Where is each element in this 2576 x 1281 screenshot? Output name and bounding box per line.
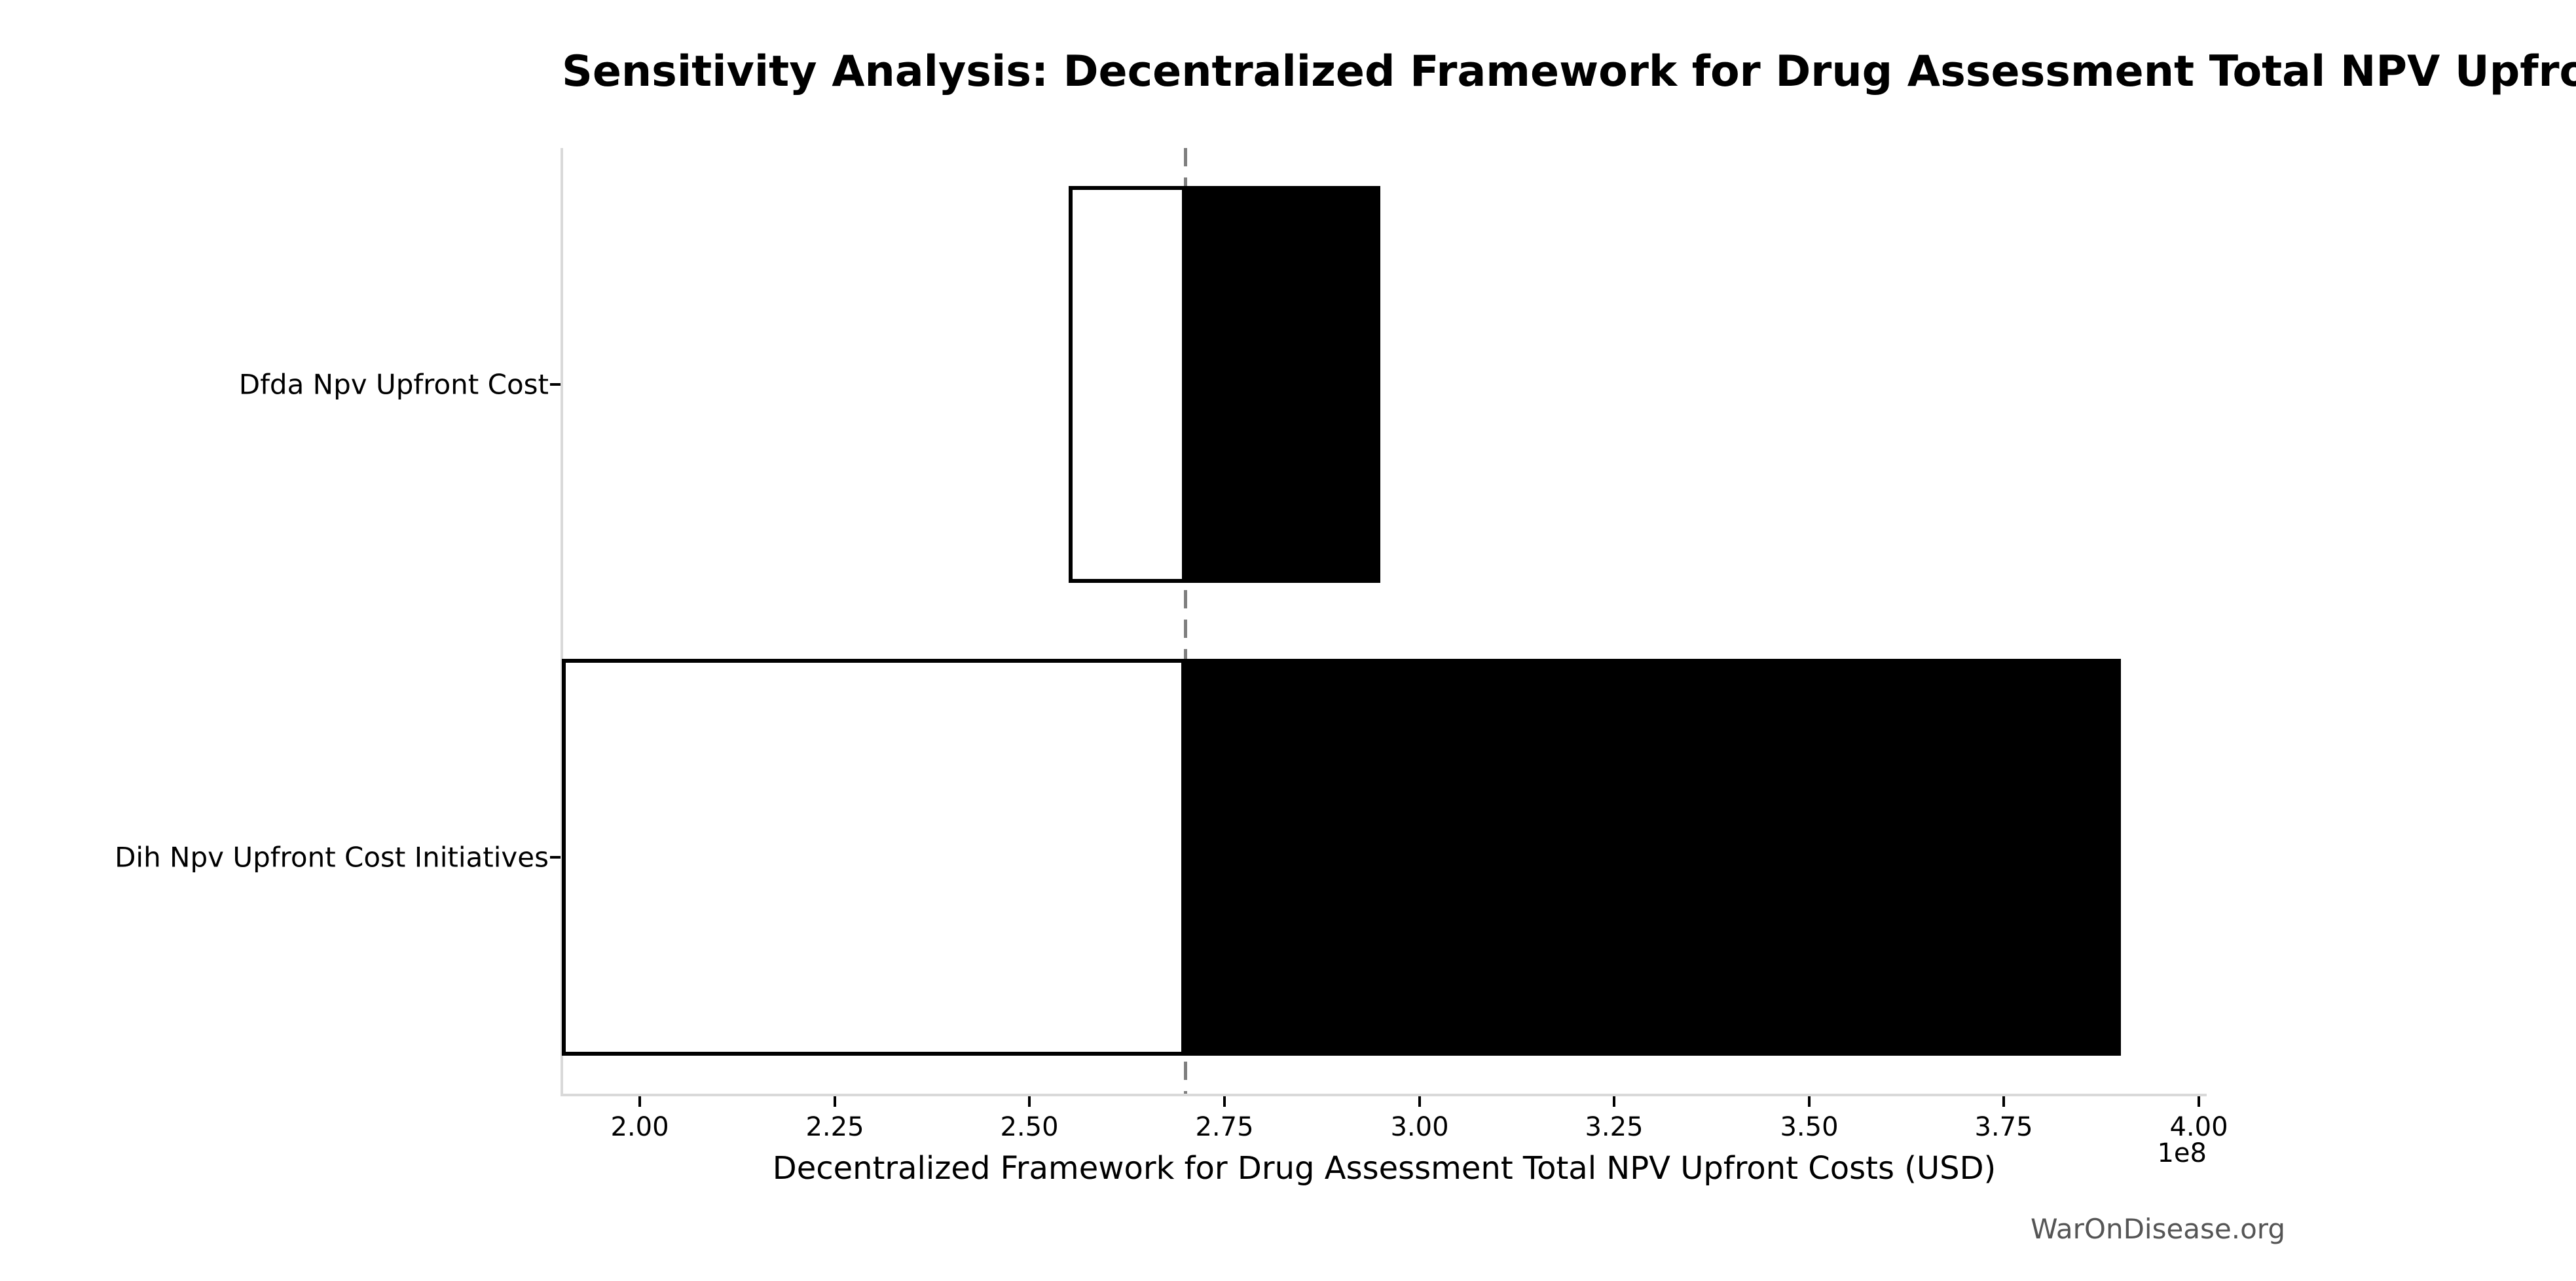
x-tick-mark [2198, 1096, 2200, 1107]
x-axis-spine [562, 1094, 2207, 1096]
y-tick-mark [550, 856, 561, 859]
x-tick-label: 2.25 [805, 1112, 864, 1142]
x-tick-label: 2.75 [1195, 1112, 1254, 1142]
x-tick-label: 3.00 [1390, 1112, 1449, 1142]
x-tick-label: 2.50 [1000, 1112, 1059, 1142]
axis-offset-label: 1e8 [2157, 1138, 2207, 1168]
x-tick-label: 4.00 [2169, 1112, 2228, 1142]
x-tick-label: 3.25 [1585, 1112, 1644, 1142]
baseline-dashed-line [1183, 148, 1187, 1094]
x-tick-label: 3.50 [1780, 1112, 1839, 1142]
x-tick-mark [1028, 1096, 1031, 1107]
x-axis-label: Decentralized Framework for Drug Assessm… [772, 1150, 1996, 1187]
y-tick-label: Dfda Npv Upfront Cost [238, 368, 549, 401]
x-tick-mark [1223, 1096, 1226, 1107]
watermark: WarOnDisease.org [2031, 1213, 2285, 1245]
x-tick-label: 2.00 [610, 1112, 669, 1142]
chart-title: Sensitivity Analysis: Decentralized Fram… [562, 47, 2576, 96]
y-tick-label: Dih Npv Upfront Cost Initiatives [115, 841, 549, 874]
x-tick-mark [834, 1096, 836, 1107]
x-tick-mark [1613, 1096, 1615, 1107]
y-axis-spine [561, 148, 563, 1096]
bar-low-segment [562, 659, 1185, 1056]
x-tick-mark [1418, 1096, 1421, 1107]
x-tick-label: 3.75 [1974, 1112, 2033, 1142]
bar-low-segment [1069, 186, 1186, 583]
x-tick-mark [638, 1096, 641, 1107]
bar-high-segment [1185, 186, 1380, 583]
bar-high-segment [1185, 659, 2121, 1056]
x-tick-mark [1808, 1096, 1811, 1107]
y-tick-mark [550, 383, 561, 386]
x-tick-mark [2002, 1096, 2005, 1107]
